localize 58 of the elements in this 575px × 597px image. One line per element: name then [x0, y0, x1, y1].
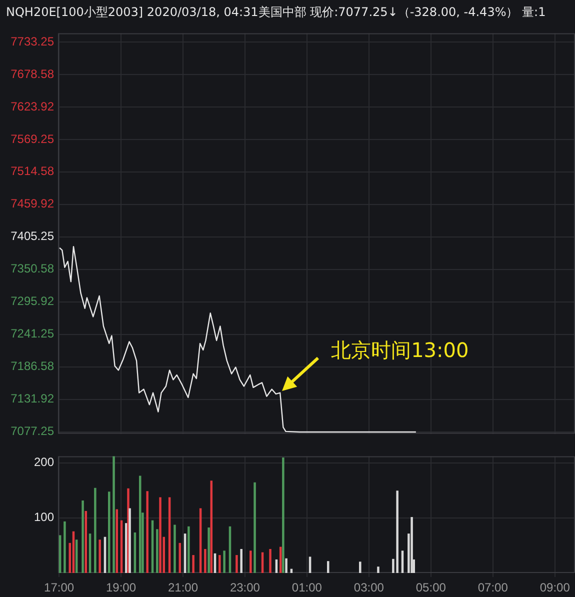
y-tick-label: 7186.58 [10, 359, 54, 374]
bar [174, 524, 176, 573]
bar [138, 476, 142, 573]
bar [236, 555, 238, 573]
bar [359, 562, 362, 573]
y-tick-label: 7131.92 [10, 392, 54, 406]
annotation: 北京时间13:00 [331, 338, 469, 362]
x-tick-label: 03:00 [354, 580, 384, 595]
bar [192, 555, 194, 573]
bar [250, 550, 252, 573]
y-tick-label: 7295.92 [10, 294, 54, 308]
bar [128, 508, 131, 573]
y-tick-label: 7241.25 [10, 326, 54, 341]
bar [108, 492, 110, 573]
bar [254, 482, 256, 573]
bar [188, 526, 190, 573]
bar [98, 540, 101, 573]
bar [223, 550, 226, 573]
bar [282, 458, 284, 573]
bar [308, 556, 312, 573]
bar [410, 517, 413, 573]
bar [396, 490, 398, 573]
y-tick-label: 7678.58 [10, 66, 54, 81]
bar [269, 548, 272, 573]
bar [112, 456, 115, 573]
x-tick-label: 07:00 [478, 580, 508, 595]
bar [285, 558, 288, 573]
y-tick-label: 200 [34, 455, 54, 470]
y-tick-label: 7569.25 [10, 132, 54, 146]
bar [218, 555, 221, 573]
bar [159, 497, 162, 573]
y-tick-label: 100 [34, 510, 54, 524]
bar [204, 548, 206, 573]
bar [94, 488, 96, 573]
bar [240, 548, 242, 573]
bar [208, 527, 210, 573]
x-tick-label: 23:00 [230, 580, 260, 595]
y-tick-label: 7350.58 [10, 262, 54, 276]
bar [377, 566, 380, 573]
y-tick-label: 7514.58 [10, 164, 54, 178]
y-tick-label: 7623.92 [10, 99, 54, 114]
y-tick-label: 7405.25 [10, 229, 54, 244]
x-tick-label: 05:00 [416, 580, 446, 595]
chart-title: NQH20E[100小型2003] 2020/03/18, 04:31美国中部 现价:7077.25↓（-328.00, -4.43%） 量:1 [5, 4, 547, 21]
bar [64, 521, 66, 573]
bar [82, 500, 84, 573]
y-tick-label: 7077.25 [10, 424, 54, 438]
bar [146, 491, 148, 573]
y-tick-label: 7733.25 [10, 34, 54, 48]
x-tick-label: 17:00 [44, 580, 74, 595]
y-tick-label: 7459.92 [10, 196, 54, 211]
bar [156, 529, 158, 573]
x-tick-label: 21:00 [168, 580, 198, 595]
bar [116, 509, 118, 573]
x-tick-label: 09:00 [540, 580, 570, 595]
bar [326, 561, 330, 573]
x-tick-label: 01:00 [292, 580, 322, 595]
x-tick-label: 19:00 [106, 580, 136, 595]
